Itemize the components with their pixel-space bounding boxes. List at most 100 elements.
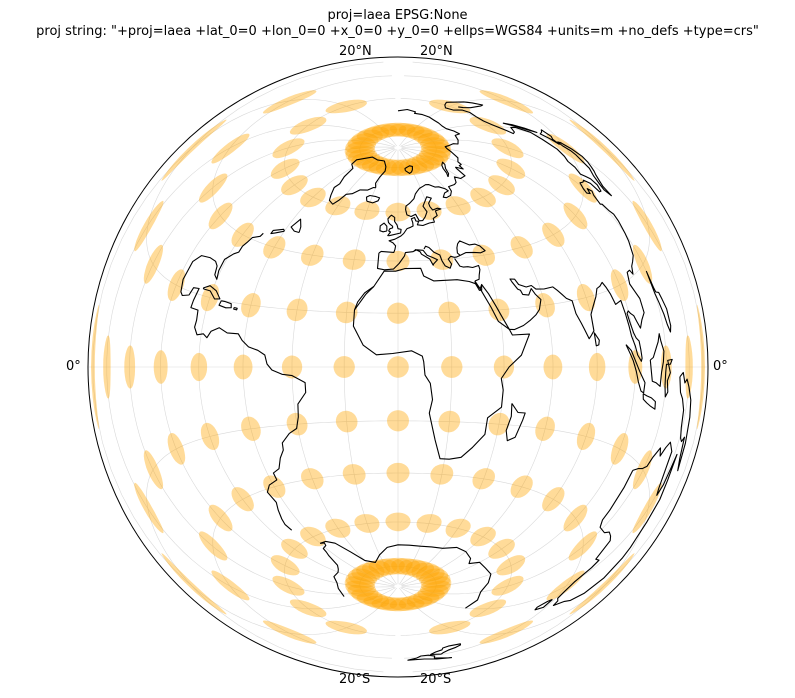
tissot-ellipse bbox=[416, 514, 442, 533]
tissot-ellipse bbox=[368, 158, 398, 175]
coastline-path bbox=[649, 333, 665, 387]
tissot-ellipse bbox=[416, 152, 445, 169]
coastline-path bbox=[423, 240, 486, 269]
tissot-ellipse bbox=[419, 137, 451, 154]
coastline-path bbox=[593, 332, 600, 347]
tissot-ellipse bbox=[281, 175, 308, 196]
meridian-line bbox=[129, 139, 395, 595]
tissot-ellipse bbox=[335, 410, 358, 433]
tissot-ellipse bbox=[430, 464, 454, 485]
tissot-ellipse bbox=[91, 305, 100, 429]
meridian-line bbox=[401, 148, 554, 586]
tissot-ellipse bbox=[351, 152, 380, 169]
tissot-ellipse bbox=[199, 531, 228, 561]
tissot-ellipse bbox=[208, 202, 233, 230]
tissot-ellipse bbox=[398, 124, 433, 139]
tissot-ellipse bbox=[413, 589, 445, 605]
meridian-line bbox=[291, 149, 396, 585]
coastline-path bbox=[290, 218, 302, 234]
tissot-ellipse bbox=[470, 526, 496, 547]
tissot-ellipse bbox=[300, 526, 326, 547]
tissot-ellipse bbox=[387, 302, 409, 324]
tick-label-bottom-left: 20°S bbox=[339, 672, 371, 687]
tick-label-top-left: 20°N bbox=[339, 44, 372, 59]
tissot-ellipse bbox=[588, 352, 606, 382]
tissot-ellipse bbox=[488, 175, 515, 196]
tissot-ellipse bbox=[270, 555, 300, 576]
meridian-line bbox=[160, 146, 395, 588]
tissot-ellipse bbox=[387, 356, 409, 378]
tissot-ellipse bbox=[469, 116, 507, 135]
coastline-path bbox=[270, 228, 285, 235]
coastline-path bbox=[430, 643, 462, 656]
tissot-ellipse bbox=[610, 433, 629, 465]
coastline-path bbox=[378, 166, 466, 254]
tissot-ellipse bbox=[479, 90, 534, 114]
tissot-ellipse bbox=[143, 450, 164, 490]
tissot-ellipse bbox=[190, 352, 208, 382]
tick-label-right: 0° bbox=[713, 359, 728, 374]
tissot-ellipse bbox=[420, 572, 451, 589]
tissot-ellipse bbox=[231, 487, 254, 512]
tissot-ellipse bbox=[342, 464, 366, 485]
tissot-ellipse bbox=[325, 196, 351, 216]
tissot-ellipse bbox=[363, 124, 398, 139]
coastline-path bbox=[552, 441, 678, 607]
tissot-ellipse bbox=[385, 202, 411, 222]
coastline-path bbox=[404, 165, 413, 174]
coastline-path bbox=[474, 280, 483, 291]
tissot-ellipse bbox=[281, 538, 308, 559]
tissot-ellipse bbox=[342, 249, 366, 270]
tissot-ellipse bbox=[416, 565, 445, 582]
meridian-line bbox=[242, 148, 395, 586]
tissot-ellipse bbox=[344, 576, 376, 593]
tissot-ellipse bbox=[469, 599, 507, 618]
tissot-ellipse bbox=[333, 356, 355, 378]
tissot-ellipse bbox=[289, 599, 327, 618]
tissot-ellipse bbox=[405, 560, 435, 577]
tissot-ellipse bbox=[351, 565, 380, 582]
tissot-ellipse bbox=[387, 410, 409, 432]
tissot-ellipse bbox=[167, 269, 186, 301]
tissot-ellipse bbox=[301, 244, 324, 266]
coastline-path bbox=[642, 393, 656, 410]
tissot-ellipse bbox=[199, 173, 228, 203]
tissot-ellipse bbox=[546, 133, 585, 164]
tissot-ellipse bbox=[543, 354, 563, 380]
tissot-ellipse bbox=[420, 141, 452, 158]
tissot-ellipse bbox=[325, 518, 351, 538]
tissot-ellipse bbox=[398, 559, 428, 576]
tissot-ellipse bbox=[411, 562, 440, 579]
tissot-ellipse bbox=[542, 487, 565, 512]
tissot-ellipse bbox=[535, 416, 555, 441]
tissot-ellipse bbox=[335, 301, 358, 324]
tissot-ellipse bbox=[380, 597, 416, 612]
tissot-ellipse bbox=[493, 355, 515, 379]
tissot-ellipse bbox=[445, 196, 471, 216]
tissot-ellipse bbox=[368, 559, 398, 576]
tissot-ellipse bbox=[345, 580, 377, 597]
tissot-ellipse bbox=[241, 293, 261, 318]
tissot-ellipse bbox=[472, 468, 495, 490]
tissot-ellipse bbox=[153, 350, 168, 384]
tissot-ellipse bbox=[610, 269, 629, 301]
coastline-path bbox=[320, 540, 492, 609]
tissot-ellipse bbox=[546, 570, 585, 601]
globe-outline bbox=[87, 56, 709, 678]
tissot-ellipse bbox=[371, 123, 407, 137]
tissot-ellipse bbox=[386, 250, 410, 272]
map-proj-string: proj string: "+proj=laea +lat_0=0 +lon_0… bbox=[36, 24, 759, 39]
tissot-ellipse bbox=[325, 99, 367, 114]
tissot-ellipse bbox=[211, 570, 250, 601]
tissot-ellipse bbox=[347, 585, 379, 601]
tissot-ellipse bbox=[406, 593, 440, 608]
gridlines bbox=[88, 61, 708, 673]
meridian-line bbox=[401, 147, 598, 587]
tick-label-left: 0° bbox=[66, 359, 81, 374]
tissot-ellipse bbox=[413, 129, 445, 145]
tissot-ellipse bbox=[563, 504, 588, 532]
coastline-path bbox=[180, 232, 307, 531]
tissot-ellipse bbox=[375, 159, 405, 176]
coastline-path bbox=[376, 249, 439, 271]
